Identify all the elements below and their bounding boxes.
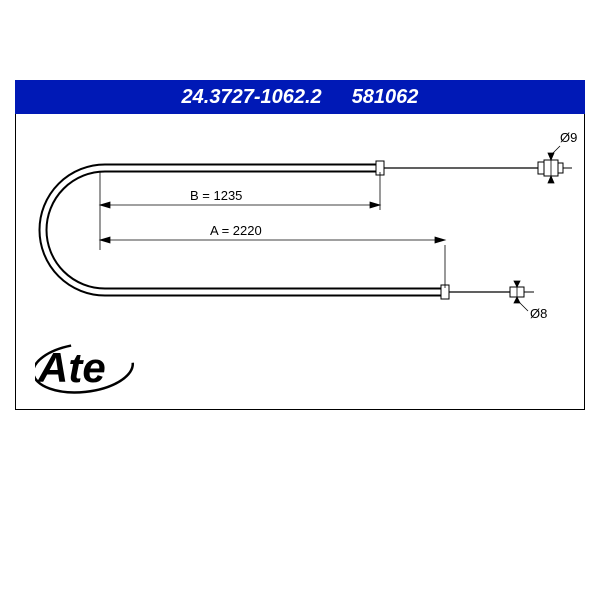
logo-text: Ate <box>37 344 106 391</box>
inner-wire-top <box>384 160 572 176</box>
dimension-b-label: B = 1235 <box>190 188 242 203</box>
dimension-a <box>100 237 445 288</box>
dimension-a-label: A = 2220 <box>210 223 262 238</box>
diameter-bottom-label: Ø8 <box>530 306 547 321</box>
cable-diagram <box>0 0 600 600</box>
inner-wire-bottom <box>449 287 534 297</box>
ate-logo: Ate <box>35 340 145 400</box>
diameter-top-label: Ø9 <box>560 130 577 145</box>
dimension-b <box>100 172 380 250</box>
